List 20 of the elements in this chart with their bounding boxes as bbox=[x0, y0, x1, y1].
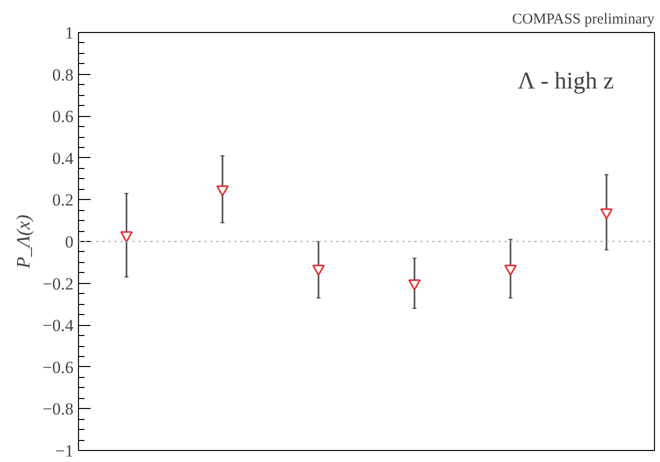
y-tick-label: −0.4 bbox=[42, 316, 74, 336]
y-tick-label: −0.8 bbox=[42, 400, 74, 419]
point bbox=[600, 208, 613, 220]
y-axis-title: P_Λ(x) bbox=[14, 214, 35, 270]
y-tick-label: −0.6 bbox=[42, 358, 74, 377]
y-tick-label: 0.2 bbox=[52, 190, 74, 210]
point bbox=[504, 264, 517, 276]
point bbox=[216, 185, 229, 196]
point bbox=[120, 231, 133, 242]
point bbox=[312, 264, 325, 276]
annotation: Λ - high z bbox=[518, 68, 614, 94]
y-tick-label: −0.2 bbox=[42, 274, 74, 294]
y-tick-label: 0.8 bbox=[52, 65, 74, 84]
y-tick-label: 0 bbox=[65, 232, 74, 252]
y-tick-label: −1 bbox=[55, 442, 74, 460]
text: COMPASS preliminary bbox=[512, 12, 655, 28]
y-tick-label: 1 bbox=[65, 24, 74, 42]
y-tick-label: 0.6 bbox=[52, 107, 74, 126]
y-tick-label: 0.4 bbox=[52, 148, 74, 168]
point bbox=[408, 279, 421, 290]
